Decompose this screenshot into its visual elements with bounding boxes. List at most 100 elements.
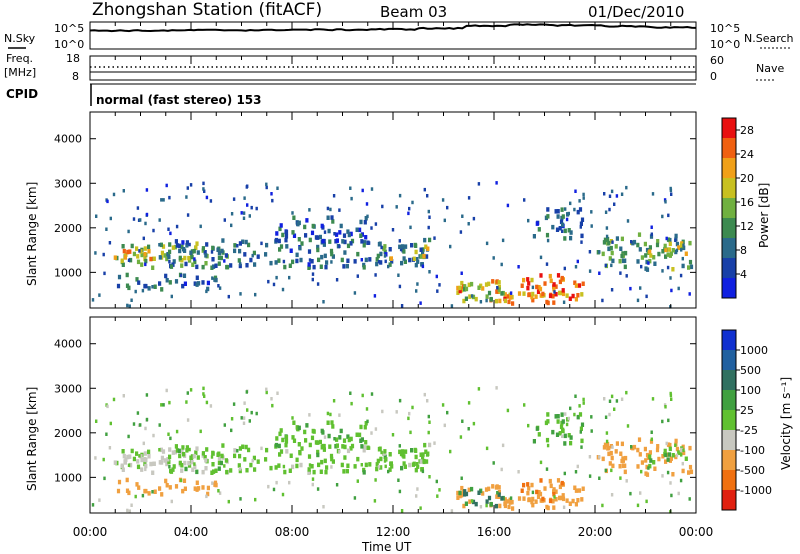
power-cell: [212, 264, 216, 269]
power-cell: [274, 260, 278, 265]
power-cell: [664, 247, 668, 253]
velocity-cell: [601, 456, 605, 462]
velocity-cell: [95, 419, 98, 423]
power-range-ticks: 1000 2000 3000 4000: [54, 133, 696, 279]
nave-label: Nave: [756, 62, 784, 75]
power-cell: [130, 243, 134, 249]
power-cell: [321, 238, 325, 244]
power-cell: [555, 227, 560, 232]
power-cell: [556, 209, 560, 214]
power-cell: [205, 242, 209, 247]
velocity-cell: [503, 497, 507, 502]
velocity-cell: [637, 437, 642, 442]
power-cell: [160, 287, 164, 292]
velocity-cell: [177, 448, 181, 454]
power-cell: [530, 294, 534, 300]
power-cell: [477, 182, 481, 186]
power-cell: [679, 273, 683, 278]
power-cell: [356, 251, 360, 257]
power-cell: [539, 255, 543, 260]
range-tick-label: 1000: [54, 471, 82, 484]
power-cell: [536, 289, 541, 294]
velocity-cell: [237, 463, 241, 468]
velocity-cell: [640, 469, 643, 474]
power-cell: [338, 244, 341, 249]
power-cell: [608, 207, 611, 212]
power-colorbar-label: 8: [740, 244, 747, 257]
power-cell: [420, 262, 424, 267]
power-cell: [671, 267, 675, 272]
velocity-cell: [113, 460, 117, 465]
power-cell: [608, 194, 612, 198]
velocity-cell: [255, 411, 258, 416]
velocity-cell: [505, 499, 509, 504]
power-cell: [363, 220, 367, 225]
velocity-cell: [275, 436, 279, 441]
power-cell: [541, 291, 545, 297]
velocity-cell: [577, 488, 582, 493]
velocity-cell: [548, 478, 552, 484]
power-cell: [424, 244, 428, 249]
power-cell: [574, 189, 577, 193]
velocity-cell: [522, 482, 526, 488]
power-cell: [174, 239, 178, 244]
velocity-cell: [631, 445, 635, 451]
velocity-cell: [554, 489, 558, 494]
velocity-cell: [419, 506, 422, 510]
power-cell: [400, 260, 404, 266]
velocity-cell: [128, 454, 132, 459]
velocity-cell: [609, 450, 613, 456]
power-cell: [214, 263, 218, 268]
power-cell: [421, 264, 425, 269]
power-cell: [578, 207, 583, 212]
velocity-cell: [265, 387, 268, 392]
power-cell: [180, 244, 184, 250]
power-cell: [610, 250, 614, 256]
velocity-cell: [615, 441, 619, 446]
power-cell: [288, 263, 292, 268]
velocity-cell: [539, 498, 543, 503]
velocity-cell: [138, 454, 141, 458]
velocity-cell: [388, 452, 392, 457]
power-cell: [132, 217, 136, 221]
power-cell: [443, 218, 446, 223]
velocity-cell: [353, 464, 357, 469]
velocity-cell: [588, 474, 592, 478]
velocity-cell: [428, 442, 432, 448]
power-colorbar-label: 4: [740, 268, 747, 281]
power-cell: [361, 188, 364, 193]
velocity-cell: [277, 443, 281, 449]
power-cell: [291, 259, 295, 265]
time-tick-label: 20:00: [578, 525, 613, 539]
velocity-cell: [551, 429, 555, 435]
velocity-cell: [568, 501, 572, 506]
power-cell: [123, 255, 127, 260]
velocity-cell: [560, 480, 564, 486]
velocity-cell: [569, 435, 573, 440]
velocity-cell: [458, 493, 462, 499]
power-cell: [495, 289, 499, 294]
power-cell: [666, 252, 670, 257]
velocity-cell: [669, 481, 672, 485]
power-cell: [526, 285, 530, 291]
velocity-cell: [535, 489, 539, 495]
velocity-cell: [636, 503, 640, 508]
velocity-cell: [421, 452, 425, 457]
velocity-cell: [180, 463, 184, 468]
velocity-cell: [580, 422, 585, 427]
velocity-cell: [573, 412, 576, 417]
power-cell: [108, 241, 112, 245]
velocity-cell: [126, 454, 130, 460]
power-cell: [253, 262, 257, 267]
velocity-colorbar-swatch: [722, 350, 736, 370]
power-cell: [193, 257, 196, 261]
velocity-cell: [526, 482, 530, 487]
power-cell: [517, 291, 522, 296]
velocity-cell: [487, 486, 491, 492]
power-cell: [347, 232, 351, 238]
power-cell: [563, 236, 567, 241]
power-cell: [278, 247, 282, 252]
power-cell: [105, 227, 108, 231]
velocity-cell: [688, 497, 691, 501]
